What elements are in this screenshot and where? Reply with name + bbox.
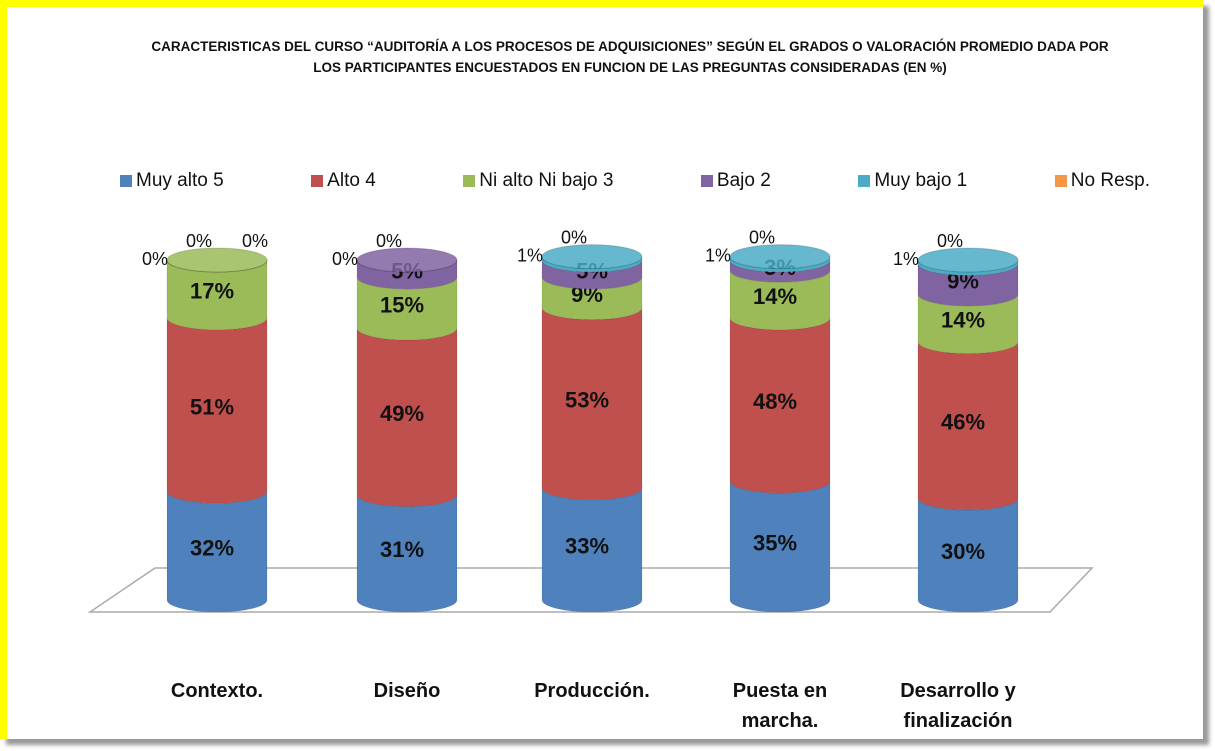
legend-item: Muy alto 5 [120,170,224,192]
cylinder-segment [356,276,458,341]
data-label: 0% [332,249,358,269]
data-label: 0% [749,227,775,247]
data-label: 46% [941,410,985,435]
cylinder-top [166,247,268,273]
data-label: 15% [380,292,424,317]
legend-label: Alto 4 [327,170,376,191]
cylinder-top [356,247,458,273]
data-label: 14% [753,284,797,309]
data-label: 14% [941,308,985,333]
legend-swatch [1054,175,1067,187]
legend-swatch [311,175,324,187]
legend-item: No Resp. [1054,170,1150,192]
data-label: 0% [242,231,268,251]
x-tick-label: Producción. [534,680,650,702]
data-label: 35% [753,530,797,555]
x-tick-label: Diseño [373,680,441,702]
data-label: 0% [186,231,212,251]
cylinder-segment [166,491,268,613]
legend-label: Muy bajo 1 [874,170,968,191]
cylinder-top [917,247,1019,273]
data-label: 30% [941,539,985,564]
data-label: 51% [190,394,234,419]
data-label: 48% [753,389,797,414]
data-label: 0% [937,231,963,251]
cylinder-top [729,244,831,270]
cylinder-segment [356,327,458,508]
legend-swatch [120,175,132,187]
legend-label: Muy alto 5 [136,170,224,191]
x-tick-label: Puesta en marcha. [732,680,828,732]
legend-swatch [463,175,476,187]
chart-title: CARACTERISTICAS DEL CURSO “AUDITORÍA A L… [151,39,1109,75]
x-tick-label: Contexto. [170,680,264,702]
data-label: 1% [893,249,919,269]
data-label: 33% [565,534,609,559]
legend-label: Ni alto Ni bajo 3 [479,170,614,191]
data-label: 0% [142,249,168,269]
data-label: 1% [705,245,731,265]
legend-item: Muy bajo 1 [858,170,967,192]
legend-item: Ni alto Ni bajo 3 [463,170,613,192]
data-label: 1% [517,245,543,265]
legend-item: Bajo 2 [700,170,771,192]
legend-swatch [700,175,713,187]
data-label: 0% [376,231,402,251]
data-label: 32% [190,535,234,560]
cylinder-segment [166,317,268,504]
cylinder-segment [356,494,458,613]
legend-label: Bajo 2 [716,170,771,191]
legend: Muy alto 5 Alto 4 Ni alto Ni bajo 3 Bajo 2 M… [120,170,1150,192]
cylinder-top [541,244,643,270]
data-label: 31% [380,537,424,562]
legend-swatch [858,175,871,187]
data-label: 49% [380,401,424,426]
x-tick-label: Desarrollo y finalización [900,680,1016,732]
data-label: 17% [190,279,234,304]
data-label: 0% [561,227,587,247]
legend-item: Alto 4 [311,170,376,192]
legend-label: No Resp. [1070,170,1150,191]
data-label: 53% [565,388,609,413]
